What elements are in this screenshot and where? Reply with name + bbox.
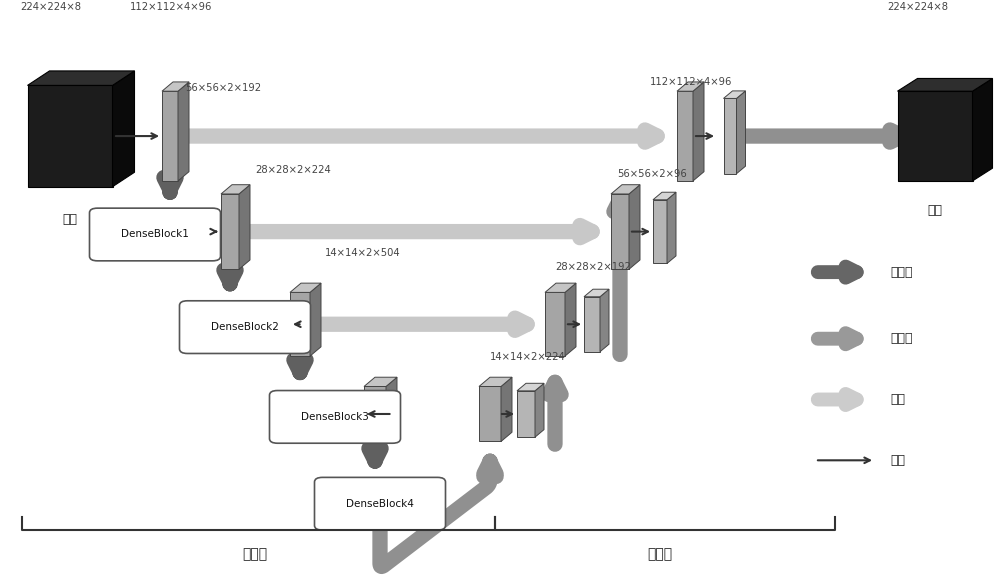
Text: 56×56×2×192: 56×56×2×192 bbox=[185, 83, 261, 93]
Polygon shape bbox=[724, 98, 736, 174]
Polygon shape bbox=[545, 292, 565, 356]
Polygon shape bbox=[584, 290, 609, 297]
Text: 解码器: 解码器 bbox=[647, 547, 673, 561]
Text: DenseBlock4: DenseBlock4 bbox=[346, 499, 414, 509]
FancyBboxPatch shape bbox=[180, 301, 310, 353]
Polygon shape bbox=[584, 297, 600, 351]
Polygon shape bbox=[629, 185, 640, 269]
Polygon shape bbox=[162, 91, 178, 181]
Polygon shape bbox=[501, 378, 512, 442]
Polygon shape bbox=[677, 82, 704, 91]
Polygon shape bbox=[535, 383, 544, 437]
Text: 112×112×4×96: 112×112×4×96 bbox=[650, 77, 732, 87]
FancyBboxPatch shape bbox=[270, 390, 400, 444]
Text: 28×28×2×224: 28×28×2×224 bbox=[255, 165, 331, 175]
Polygon shape bbox=[898, 91, 972, 181]
Text: 56×56×2×96: 56×56×2×96 bbox=[617, 170, 687, 179]
Polygon shape bbox=[28, 71, 134, 85]
Polygon shape bbox=[545, 283, 576, 292]
Polygon shape bbox=[386, 378, 397, 442]
Polygon shape bbox=[28, 85, 113, 187]
Polygon shape bbox=[162, 82, 189, 91]
Polygon shape bbox=[178, 82, 189, 181]
Polygon shape bbox=[600, 290, 609, 351]
Text: 28×28×2×192: 28×28×2×192 bbox=[555, 262, 631, 272]
Polygon shape bbox=[364, 378, 397, 387]
Polygon shape bbox=[667, 192, 676, 263]
FancyBboxPatch shape bbox=[314, 477, 446, 530]
Polygon shape bbox=[653, 200, 667, 263]
Polygon shape bbox=[693, 82, 704, 181]
Polygon shape bbox=[290, 292, 310, 356]
Polygon shape bbox=[898, 79, 992, 91]
Text: 112×112×4×96: 112×112×4×96 bbox=[130, 2, 212, 12]
Text: 下采样: 下采样 bbox=[890, 266, 912, 278]
Text: 卷积: 卷积 bbox=[890, 454, 905, 467]
Polygon shape bbox=[677, 91, 693, 181]
Text: 输入: 输入 bbox=[62, 213, 78, 226]
Polygon shape bbox=[364, 387, 386, 442]
Text: 14×14×2×504: 14×14×2×504 bbox=[325, 248, 401, 258]
Polygon shape bbox=[221, 185, 250, 194]
Text: 输出: 输出 bbox=[928, 204, 942, 217]
Polygon shape bbox=[517, 383, 544, 391]
Polygon shape bbox=[565, 283, 576, 356]
Text: DenseBlock1: DenseBlock1 bbox=[121, 229, 189, 240]
Polygon shape bbox=[736, 91, 745, 174]
Polygon shape bbox=[239, 185, 250, 269]
Polygon shape bbox=[221, 194, 239, 269]
Polygon shape bbox=[290, 283, 321, 292]
Polygon shape bbox=[113, 71, 134, 187]
Text: DenseBlock3: DenseBlock3 bbox=[301, 412, 369, 422]
Text: 编码器: 编码器 bbox=[242, 547, 268, 561]
Polygon shape bbox=[653, 192, 676, 200]
Text: 224×224×8: 224×224×8 bbox=[887, 2, 948, 12]
Polygon shape bbox=[479, 378, 512, 387]
Text: 224×224×8: 224×224×8 bbox=[20, 2, 81, 12]
Polygon shape bbox=[517, 391, 535, 437]
Polygon shape bbox=[479, 387, 501, 442]
Text: 上采样: 上采样 bbox=[890, 332, 912, 345]
Polygon shape bbox=[724, 91, 745, 98]
Polygon shape bbox=[310, 283, 321, 356]
Polygon shape bbox=[611, 194, 629, 269]
Text: DenseBlock2: DenseBlock2 bbox=[211, 322, 279, 332]
Text: 连接: 连接 bbox=[890, 393, 905, 406]
FancyBboxPatch shape bbox=[90, 208, 220, 261]
Text: 14×14×2×224: 14×14×2×224 bbox=[490, 352, 566, 362]
Polygon shape bbox=[972, 79, 992, 181]
Polygon shape bbox=[611, 185, 640, 194]
